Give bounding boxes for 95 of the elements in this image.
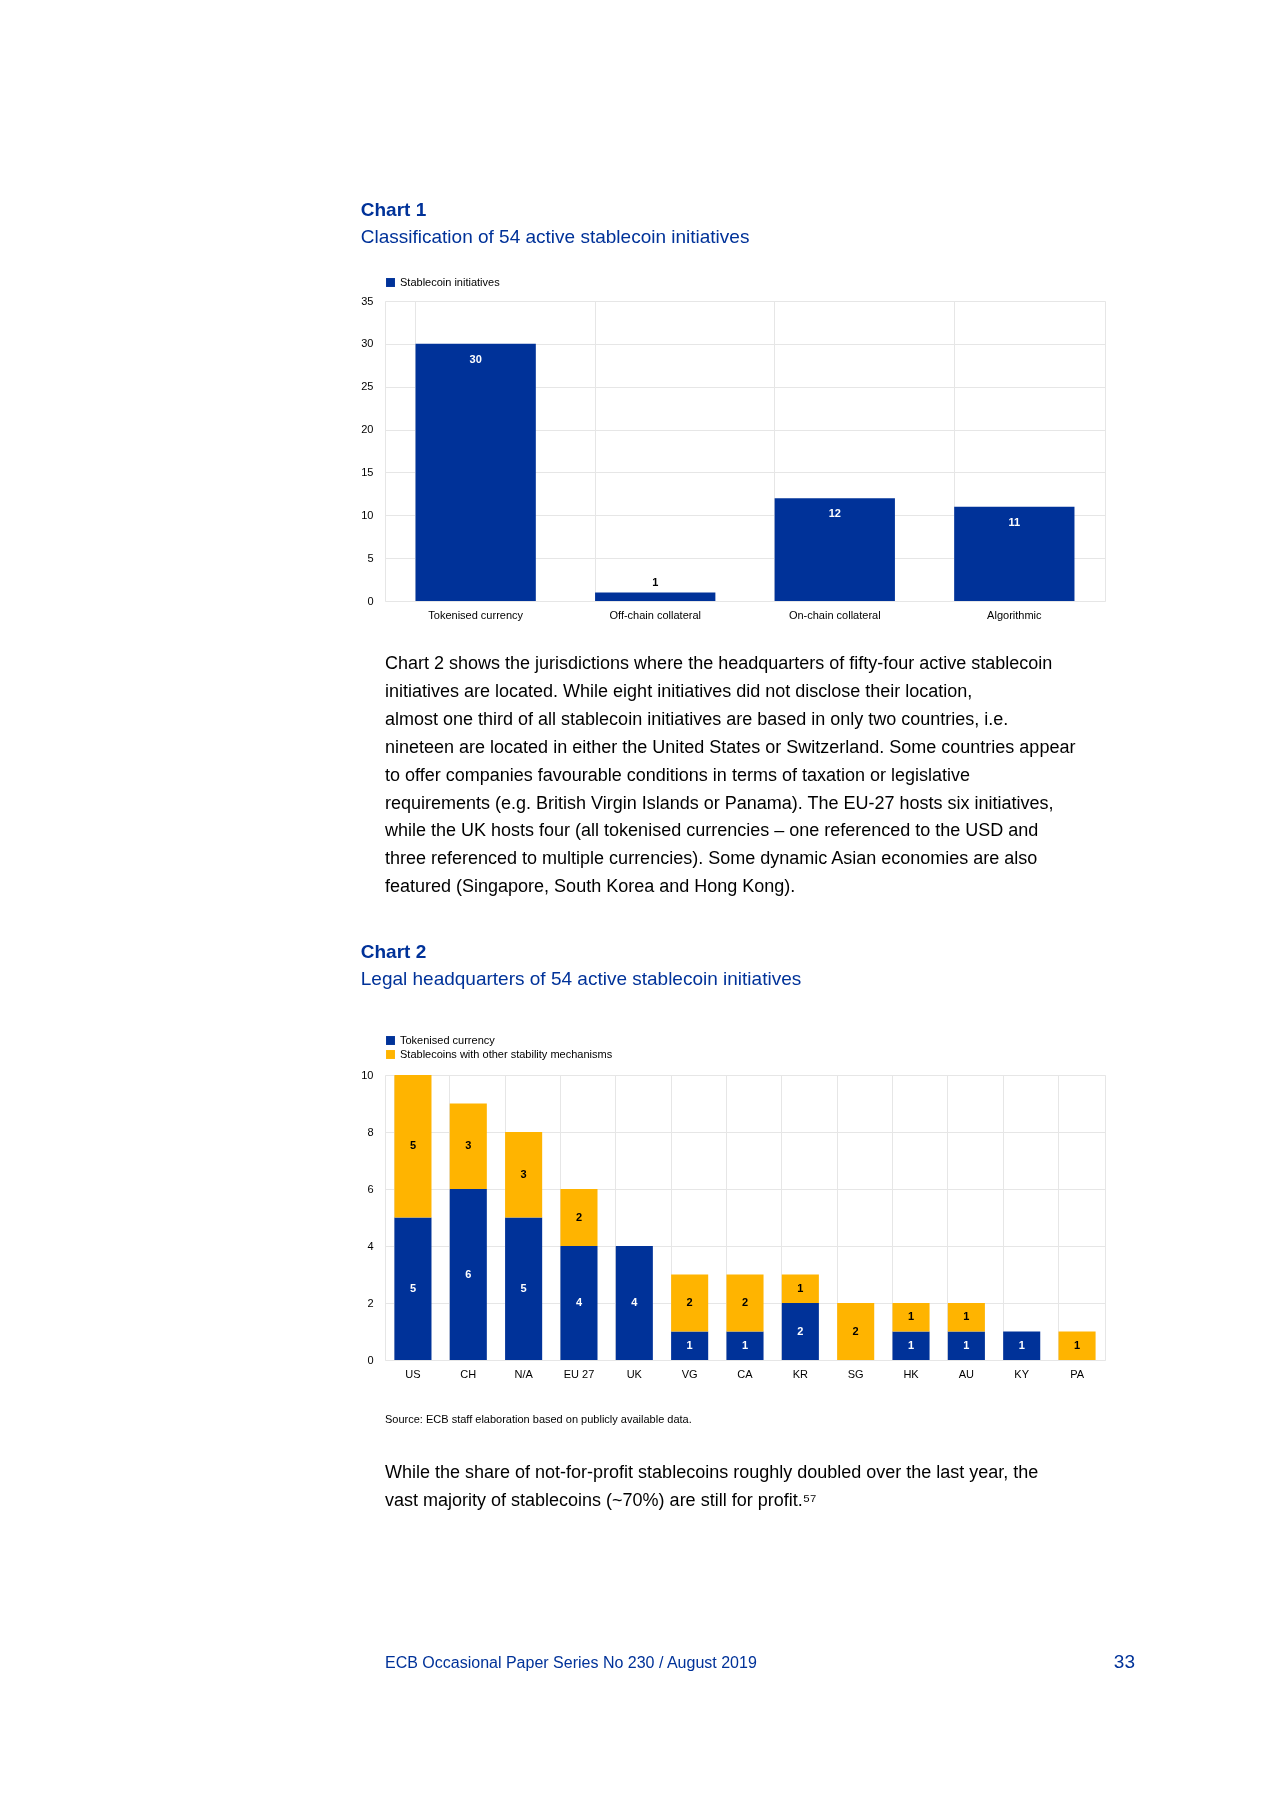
data-label: 1 — [907, 1338, 915, 1351]
x-tick-label: UK — [626, 1367, 643, 1380]
data-label: 6 — [465, 1267, 472, 1280]
x-tick-label: AU — [958, 1367, 975, 1380]
bar — [505, 1217, 543, 1360]
data-label: 1 — [907, 1310, 915, 1323]
y-tick-label: 5 — [367, 551, 374, 564]
text: Chart 2 shows the jurisdictions where the headquarters of fifty-four active stablecoin initiatives are located. While eight initiatives did not disclose their location, almost one third of all stablecoin initiatives are based in only two countries, i.e. nineteen are located in either the United States or Switzerland. Some countries appear to offer companies favourable conditions in terms of taxation or legislative requirements (e.g. British Virgin Islands or Panama). The EU-27 hosts six initiatives, while the UK hosts four (all tokenised currencies – one referenced to the USD and three referenced to multiple currencies). Some dynamic Asian economies are also featured (Singapore, South Korea and Hong Kong). — [385, 653, 1076, 897]
y-tick-label: 0 — [367, 1353, 374, 1366]
data-label: 3 — [520, 1167, 527, 1180]
bar — [892, 1303, 930, 1332]
data-label: 12 — [828, 507, 841, 520]
bar — [726, 1274, 764, 1332]
bar — [726, 1331, 764, 1360]
bar — [892, 1331, 930, 1360]
bar — [560, 1189, 598, 1246]
y-tick-label: 0 — [367, 594, 374, 607]
data-label: 2 — [686, 1296, 693, 1308]
data-label: 5 — [409, 1281, 417, 1294]
chart-subtitle: Classification of 54 active stablecoin initiatives — [360, 226, 750, 247]
data-label: 1 — [741, 1338, 749, 1351]
x-tick-label: CH — [460, 1367, 477, 1380]
data-label: 1 — [963, 1310, 970, 1323]
x-tick-label: CA — [737, 1367, 754, 1380]
data-label: 1 — [1018, 1338, 1025, 1351]
x-tick-label: EU 27 — [563, 1367, 595, 1380]
x-tick-label: N/A — [514, 1367, 534, 1380]
bar — [505, 1132, 543, 1218]
chart-title: Chart 2 — [360, 941, 427, 962]
legend-label: Stablecoin initiatives — [400, 275, 501, 288]
y-tick-label: 20 — [361, 423, 374, 436]
x-tick-label: PA — [1070, 1367, 1085, 1380]
bar — [671, 1331, 709, 1360]
x-tick-label: Off-chain collateral — [609, 608, 701, 621]
data-label: 4 — [575, 1296, 583, 1308]
y-tick-label: 8 — [367, 1125, 374, 1138]
y-tick-label: 6 — [367, 1182, 374, 1195]
y-tick-label: 30 — [361, 337, 374, 350]
x-tick-label: Tokenised currency — [428, 608, 524, 621]
chart-subtitle: Legal headquarters of 54 active stablecoin initiatives — [360, 968, 802, 989]
data-label: 2 — [797, 1324, 804, 1337]
bar — [781, 1274, 819, 1303]
bar — [394, 1217, 432, 1360]
bar — [415, 343, 536, 601]
bar — [449, 1103, 487, 1189]
x-tick-label: KR — [792, 1367, 809, 1380]
y-tick-label: 10 — [361, 508, 374, 521]
x-tick-label: HK — [903, 1367, 920, 1380]
source-note: Source: ECB staff elaboration based on publicly available data. — [385, 1413, 692, 1425]
data-label: 1 — [963, 1338, 970, 1351]
y-tick-label: 25 — [361, 380, 374, 393]
y-tick-label: 4 — [367, 1239, 374, 1252]
bar — [1058, 1331, 1096, 1360]
y-tick-label: 10 — [361, 1068, 374, 1081]
data-label: 2 — [741, 1296, 749, 1308]
bar — [560, 1246, 598, 1360]
bar — [837, 1303, 875, 1360]
y-tick-label: 35 — [361, 294, 374, 307]
bar — [671, 1274, 709, 1332]
x-tick-label: KY — [1014, 1367, 1030, 1380]
data-label: 1 — [686, 1338, 693, 1351]
legend-label: Tokenised currency — [400, 1033, 496, 1046]
data-label: 30 — [469, 352, 482, 365]
bar — [394, 1075, 432, 1218]
x-tick-label: SG — [847, 1367, 864, 1380]
bar — [1003, 1331, 1041, 1360]
data-label: 11 — [1008, 515, 1021, 528]
data-label: 4 — [631, 1296, 639, 1308]
data-label: 2 — [575, 1210, 583, 1223]
data-label: 2 — [852, 1324, 859, 1337]
bar — [954, 506, 1075, 601]
bar — [947, 1303, 985, 1332]
bar — [615, 1246, 653, 1360]
legend-label: Stablecoins with other stability mechanisms — [400, 1047, 613, 1060]
data-label: 1 — [652, 576, 659, 589]
data-label: 3 — [465, 1139, 472, 1152]
text: While the share of not-for-profit stablecoins roughly doubled over the last year, the vast majority of stablecoins (~70%) are still for profit.⁵⁷ — [385, 1462, 1039, 1510]
chart-title: Chart 1 — [360, 199, 427, 220]
text: 33 — [1113, 1651, 1135, 1672]
bar — [595, 592, 716, 601]
y-tick-label: 15 — [361, 465, 374, 478]
data-label: 1 — [797, 1281, 804, 1294]
bar — [774, 498, 895, 601]
x-tick-label: US — [405, 1367, 421, 1380]
x-tick-label: On-chain collateral — [788, 608, 881, 621]
text: ECB Occasional Paper Series No 230 / August 2019 — [385, 1654, 757, 1671]
bar — [947, 1331, 985, 1360]
data-label: 5 — [409, 1139, 417, 1152]
bar — [781, 1303, 819, 1360]
x-tick-label: VG — [681, 1367, 698, 1380]
x-tick-label: Algorithmic — [987, 608, 1043, 621]
data-label: 1 — [1073, 1338, 1081, 1351]
bar — [449, 1189, 487, 1360]
data-label: 5 — [520, 1281, 527, 1294]
y-tick-label: 2 — [367, 1296, 374, 1309]
